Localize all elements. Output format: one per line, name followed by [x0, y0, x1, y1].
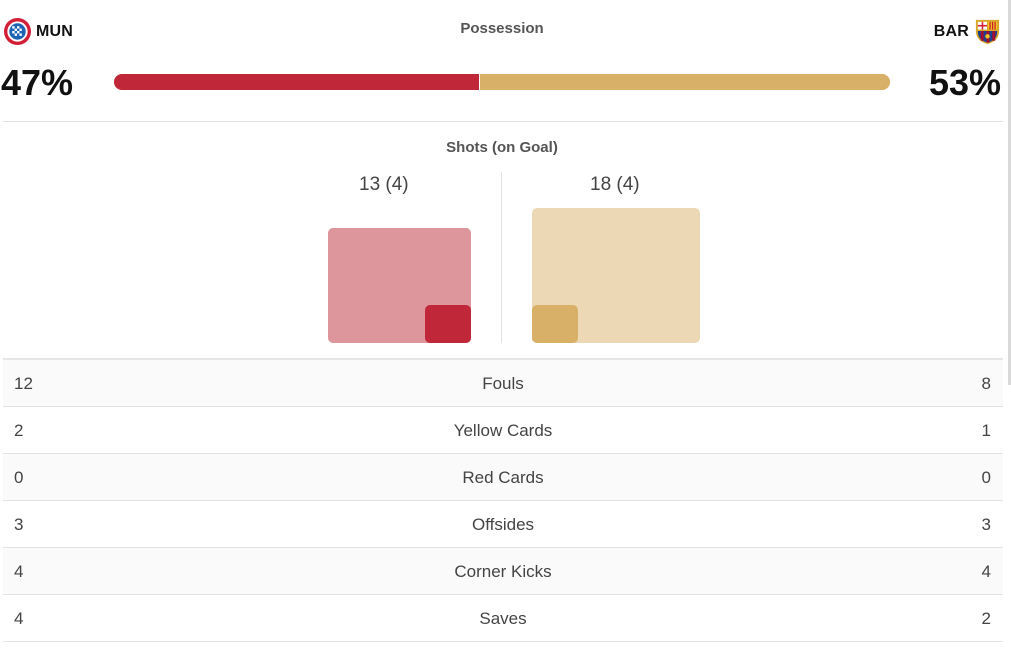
stat-home-value: 4 — [14, 562, 24, 581]
scrollbar-track[interactable] — [1008, 0, 1011, 385]
stat-row: 12 Fouls 8 — [3, 360, 1003, 407]
away-shots-value: 18 (4) — [590, 174, 640, 195]
stat-row: 2 Yellow Cards 1 — [3, 407, 1003, 454]
stat-row: 3 Offsides 3 — [3, 501, 1003, 548]
stat-away-value: 4 — [981, 562, 991, 581]
stat-row: 4 Corner Kicks 4 — [3, 548, 1003, 595]
shots-center-divider — [501, 172, 502, 343]
stat-label: Fouls — [482, 374, 524, 393]
stats-table: 12 Fouls 8 2 Yellow Cards 1 0 Red Cards 0 3 Offsid… — [3, 358, 1003, 642]
home-shots-total-box — [328, 228, 471, 343]
stat-label: Corner Kicks — [454, 562, 552, 581]
away-shots-on-goal-box — [532, 304, 578, 343]
stat-home-value: 0 — [14, 468, 24, 487]
home-shots-on-goal-box — [425, 304, 471, 343]
stat-label: Red Cards — [462, 468, 544, 487]
possession-bar-home — [114, 74, 479, 90]
stat-home-value: 2 — [14, 421, 24, 440]
stat-label: Yellow Cards — [453, 421, 553, 440]
home-team-abbr: MUN — [36, 22, 74, 40]
stat-home-value: 12 — [14, 374, 33, 393]
possession-section: MUN Possession BAR 47% 53% — [0, 0, 1004, 121]
possession-bar — [114, 74, 890, 90]
possession-title: Possession — [460, 20, 544, 37]
stat-label: Saves — [479, 609, 527, 628]
away-team-abbr: BAR — [933, 22, 969, 40]
away-shots-total-box — [532, 208, 700, 343]
home-shots-value: 13 (4) — [359, 174, 409, 195]
stat-label: Offsides — [471, 515, 535, 534]
shots-section: Shots (on Goal) 13 (4) 18 (4) — [0, 122, 1004, 358]
home-team[interactable]: MUN — [3, 17, 73, 46]
section-divider — [3, 121, 1003, 122]
stat-away-value: 1 — [981, 421, 991, 440]
stat-away-value: 3 — [981, 515, 991, 534]
away-team[interactable]: BAR — [934, 17, 1002, 46]
home-possession-value: 47% — [1, 62, 74, 103]
stat-row: 4 Saves 2 — [3, 595, 1003, 642]
bayern-crest-icon — [3, 17, 32, 46]
stat-home-value: 3 — [14, 515, 24, 534]
stat-away-value: 8 — [981, 374, 991, 393]
away-possession-value: 53% — [928, 62, 1001, 103]
barcelona-crest-icon — [975, 19, 1000, 45]
stat-row: 0 Red Cards 0 — [3, 454, 1003, 501]
stat-away-value: 2 — [981, 609, 991, 628]
stat-away-value: 0 — [981, 468, 991, 487]
possession-bar-away — [478, 74, 890, 90]
shots-title: Shots (on Goal) — [446, 139, 558, 156]
stat-home-value: 4 — [14, 609, 24, 628]
